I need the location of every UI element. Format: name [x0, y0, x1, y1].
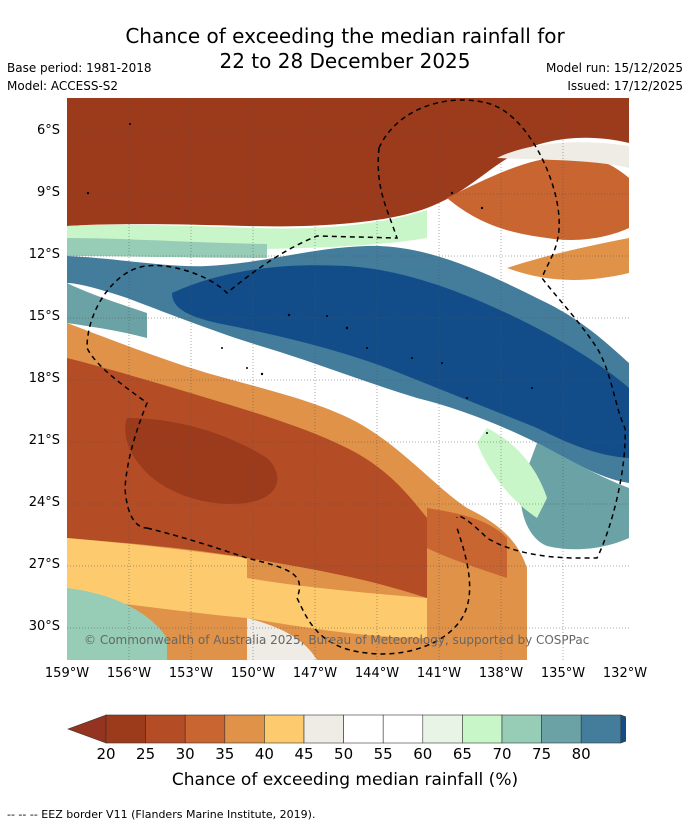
lat-label: 27°S: [28, 557, 60, 572]
lon-label: 147°W: [292, 666, 338, 681]
colorbar-tick-label: 80: [571, 745, 591, 763]
lon-label: 144°W: [354, 666, 400, 681]
lat-label: 18°S: [28, 371, 60, 386]
colorbar-cell: [462, 714, 503, 744]
colorbar-cell: [264, 714, 305, 744]
colorbar-cell: [343, 714, 384, 744]
colorbar-tick-label: 45: [294, 745, 314, 763]
colorbar-tick-label: 20: [96, 745, 116, 763]
lon-label: 156°W: [106, 666, 152, 681]
colorbar-cell: [303, 714, 344, 744]
colorbar-cell: [184, 714, 226, 744]
colorbar-cell: [224, 714, 265, 744]
colorbar-cell: [422, 714, 463, 744]
colorbar-tick-label: 25: [136, 745, 156, 763]
lat-label: 15°S: [28, 309, 60, 324]
lon-label: 141°W: [416, 666, 462, 681]
lon-label: 153°W: [168, 666, 214, 681]
lon-label: 132°W: [602, 666, 648, 681]
chart-title: Chance of exceeding the median rainfall …: [0, 24, 690, 74]
lat-label: 12°S: [28, 247, 60, 262]
lat-label: 30°S: [28, 619, 60, 634]
colorbar-cell: [541, 714, 582, 744]
model-name: Model: ACCESS-S2: [7, 79, 119, 93]
colorbar-tick-label: 60: [413, 745, 433, 763]
colorbar-title: Chance of exceeding median rainfall (%): [171, 770, 519, 790]
colorbar-tick-label: 50: [334, 745, 354, 763]
issued-date: Issued: 17/12/2025: [567, 79, 683, 93]
title-line-2: 22 to 28 December 2025: [219, 49, 471, 73]
colorbar-tick-label: 70: [492, 745, 512, 763]
lat-label: 6°S: [36, 123, 60, 138]
copyright-notice: © Commonwealth of Australia 2025, Bureau…: [84, 633, 590, 647]
colorbar-over-arrow: [620, 714, 626, 744]
footer-note: -- -- -- EEZ border V11 (Flanders Marine…: [7, 808, 316, 821]
lon-label: 159°W: [44, 666, 90, 681]
colorbar-cell: [501, 714, 542, 744]
colorbar-tick-label: 75: [532, 745, 552, 763]
meta-right: Model run: 15/12/2025 Issued: 17/12/2025: [546, 59, 683, 95]
base-period: Base period: 1981-2018: [7, 61, 152, 75]
colorbar-tick-label: 65: [452, 745, 472, 763]
rainfall-map: [67, 98, 629, 660]
colorbar: [67, 714, 626, 744]
colorbar-tick-label: 40: [254, 745, 274, 763]
meta-left: Base period: 1981-2018 Model: ACCESS-S2: [7, 59, 152, 95]
lon-label: 135°W: [540, 666, 586, 681]
lon-label: 150°W: [230, 666, 276, 681]
colorbar-cell: [105, 714, 146, 744]
colorbar-under-arrow: [67, 714, 107, 744]
lat-label: 9°S: [36, 185, 60, 200]
colorbar-tick-label: 30: [175, 745, 195, 763]
colorbar-cells: [67, 714, 626, 744]
lat-label: 24°S: [28, 495, 60, 510]
colorbar-cell: [145, 714, 186, 744]
colorbar-tick-label: 55: [373, 745, 393, 763]
lon-label: 138°W: [478, 666, 524, 681]
colorbar-cell: [382, 714, 424, 744]
colorbar-cell: [580, 714, 622, 744]
model-run: Model run: 15/12/2025: [545, 61, 683, 75]
title-line-1: Chance of exceeding the median rainfall …: [125, 24, 565, 48]
colorbar-tick-label: 35: [215, 745, 235, 763]
lat-label: 21°S: [28, 433, 60, 448]
